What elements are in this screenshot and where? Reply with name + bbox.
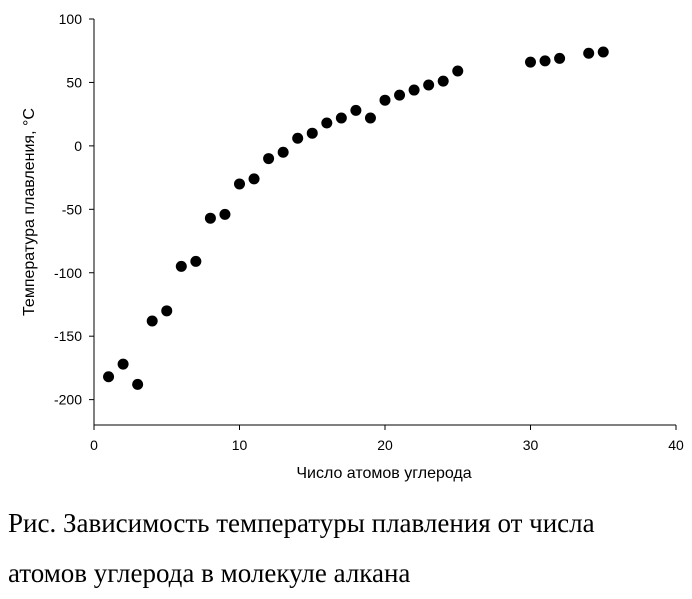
data-point xyxy=(175,260,187,272)
scatter-chart: 100 50 0 -50 -100 -150 -200 0 10 20 30 40 Число ат… xyxy=(21,11,684,482)
data-point xyxy=(190,255,202,267)
data-point xyxy=(234,178,245,190)
data-point xyxy=(146,315,158,327)
data-point xyxy=(117,358,129,370)
data-point xyxy=(554,52,566,64)
x-axis-label: Число атомов углерода xyxy=(296,465,471,482)
data-point xyxy=(132,378,144,390)
data-point xyxy=(364,112,376,124)
y-tick-label: -150 xyxy=(54,328,82,344)
data-point xyxy=(525,56,536,68)
x-tick-label: 40 xyxy=(668,437,684,453)
data-point xyxy=(335,112,347,124)
data-point xyxy=(263,153,275,165)
data-point xyxy=(350,104,362,116)
data-point xyxy=(597,46,609,58)
data-points xyxy=(103,46,609,390)
data-point xyxy=(539,55,551,67)
data-point xyxy=(219,208,231,220)
data-point xyxy=(103,371,115,383)
data-point xyxy=(292,132,304,144)
data-point xyxy=(248,173,260,185)
y-tick-label: 100 xyxy=(59,11,83,27)
figure-caption-line-1: Рис. Зависимость температуры плавления о… xyxy=(8,508,595,538)
data-point xyxy=(161,305,173,317)
data-point xyxy=(452,65,464,77)
y-tick-label: -100 xyxy=(54,265,82,281)
x-tick-label: 0 xyxy=(90,437,98,453)
data-point xyxy=(379,94,391,106)
data-point xyxy=(423,79,435,91)
data-point xyxy=(408,84,420,96)
y-axis-ticks: 100 50 0 -50 -100 -150 -200 xyxy=(54,11,94,408)
y-axis-label: Температура плавления, °C xyxy=(21,108,38,316)
x-tick-label: 20 xyxy=(377,437,393,453)
data-point xyxy=(204,212,216,224)
x-axis-ticks: 0 10 20 30 40 xyxy=(90,425,684,453)
y-tick-label: 0 xyxy=(74,138,82,154)
data-point xyxy=(321,117,333,129)
data-point xyxy=(437,75,449,87)
data-point xyxy=(306,127,318,139)
x-tick-label: 10 xyxy=(232,437,248,453)
figure-caption-line-2: атомов углерода в молекуле алкана xyxy=(8,558,411,588)
y-tick-label: 50 xyxy=(66,74,82,90)
y-tick-label: -50 xyxy=(62,201,82,217)
data-point xyxy=(277,146,289,158)
data-point xyxy=(394,89,406,101)
data-point xyxy=(583,47,595,59)
x-tick-label: 30 xyxy=(523,437,539,453)
y-tick-label: -200 xyxy=(54,392,82,408)
